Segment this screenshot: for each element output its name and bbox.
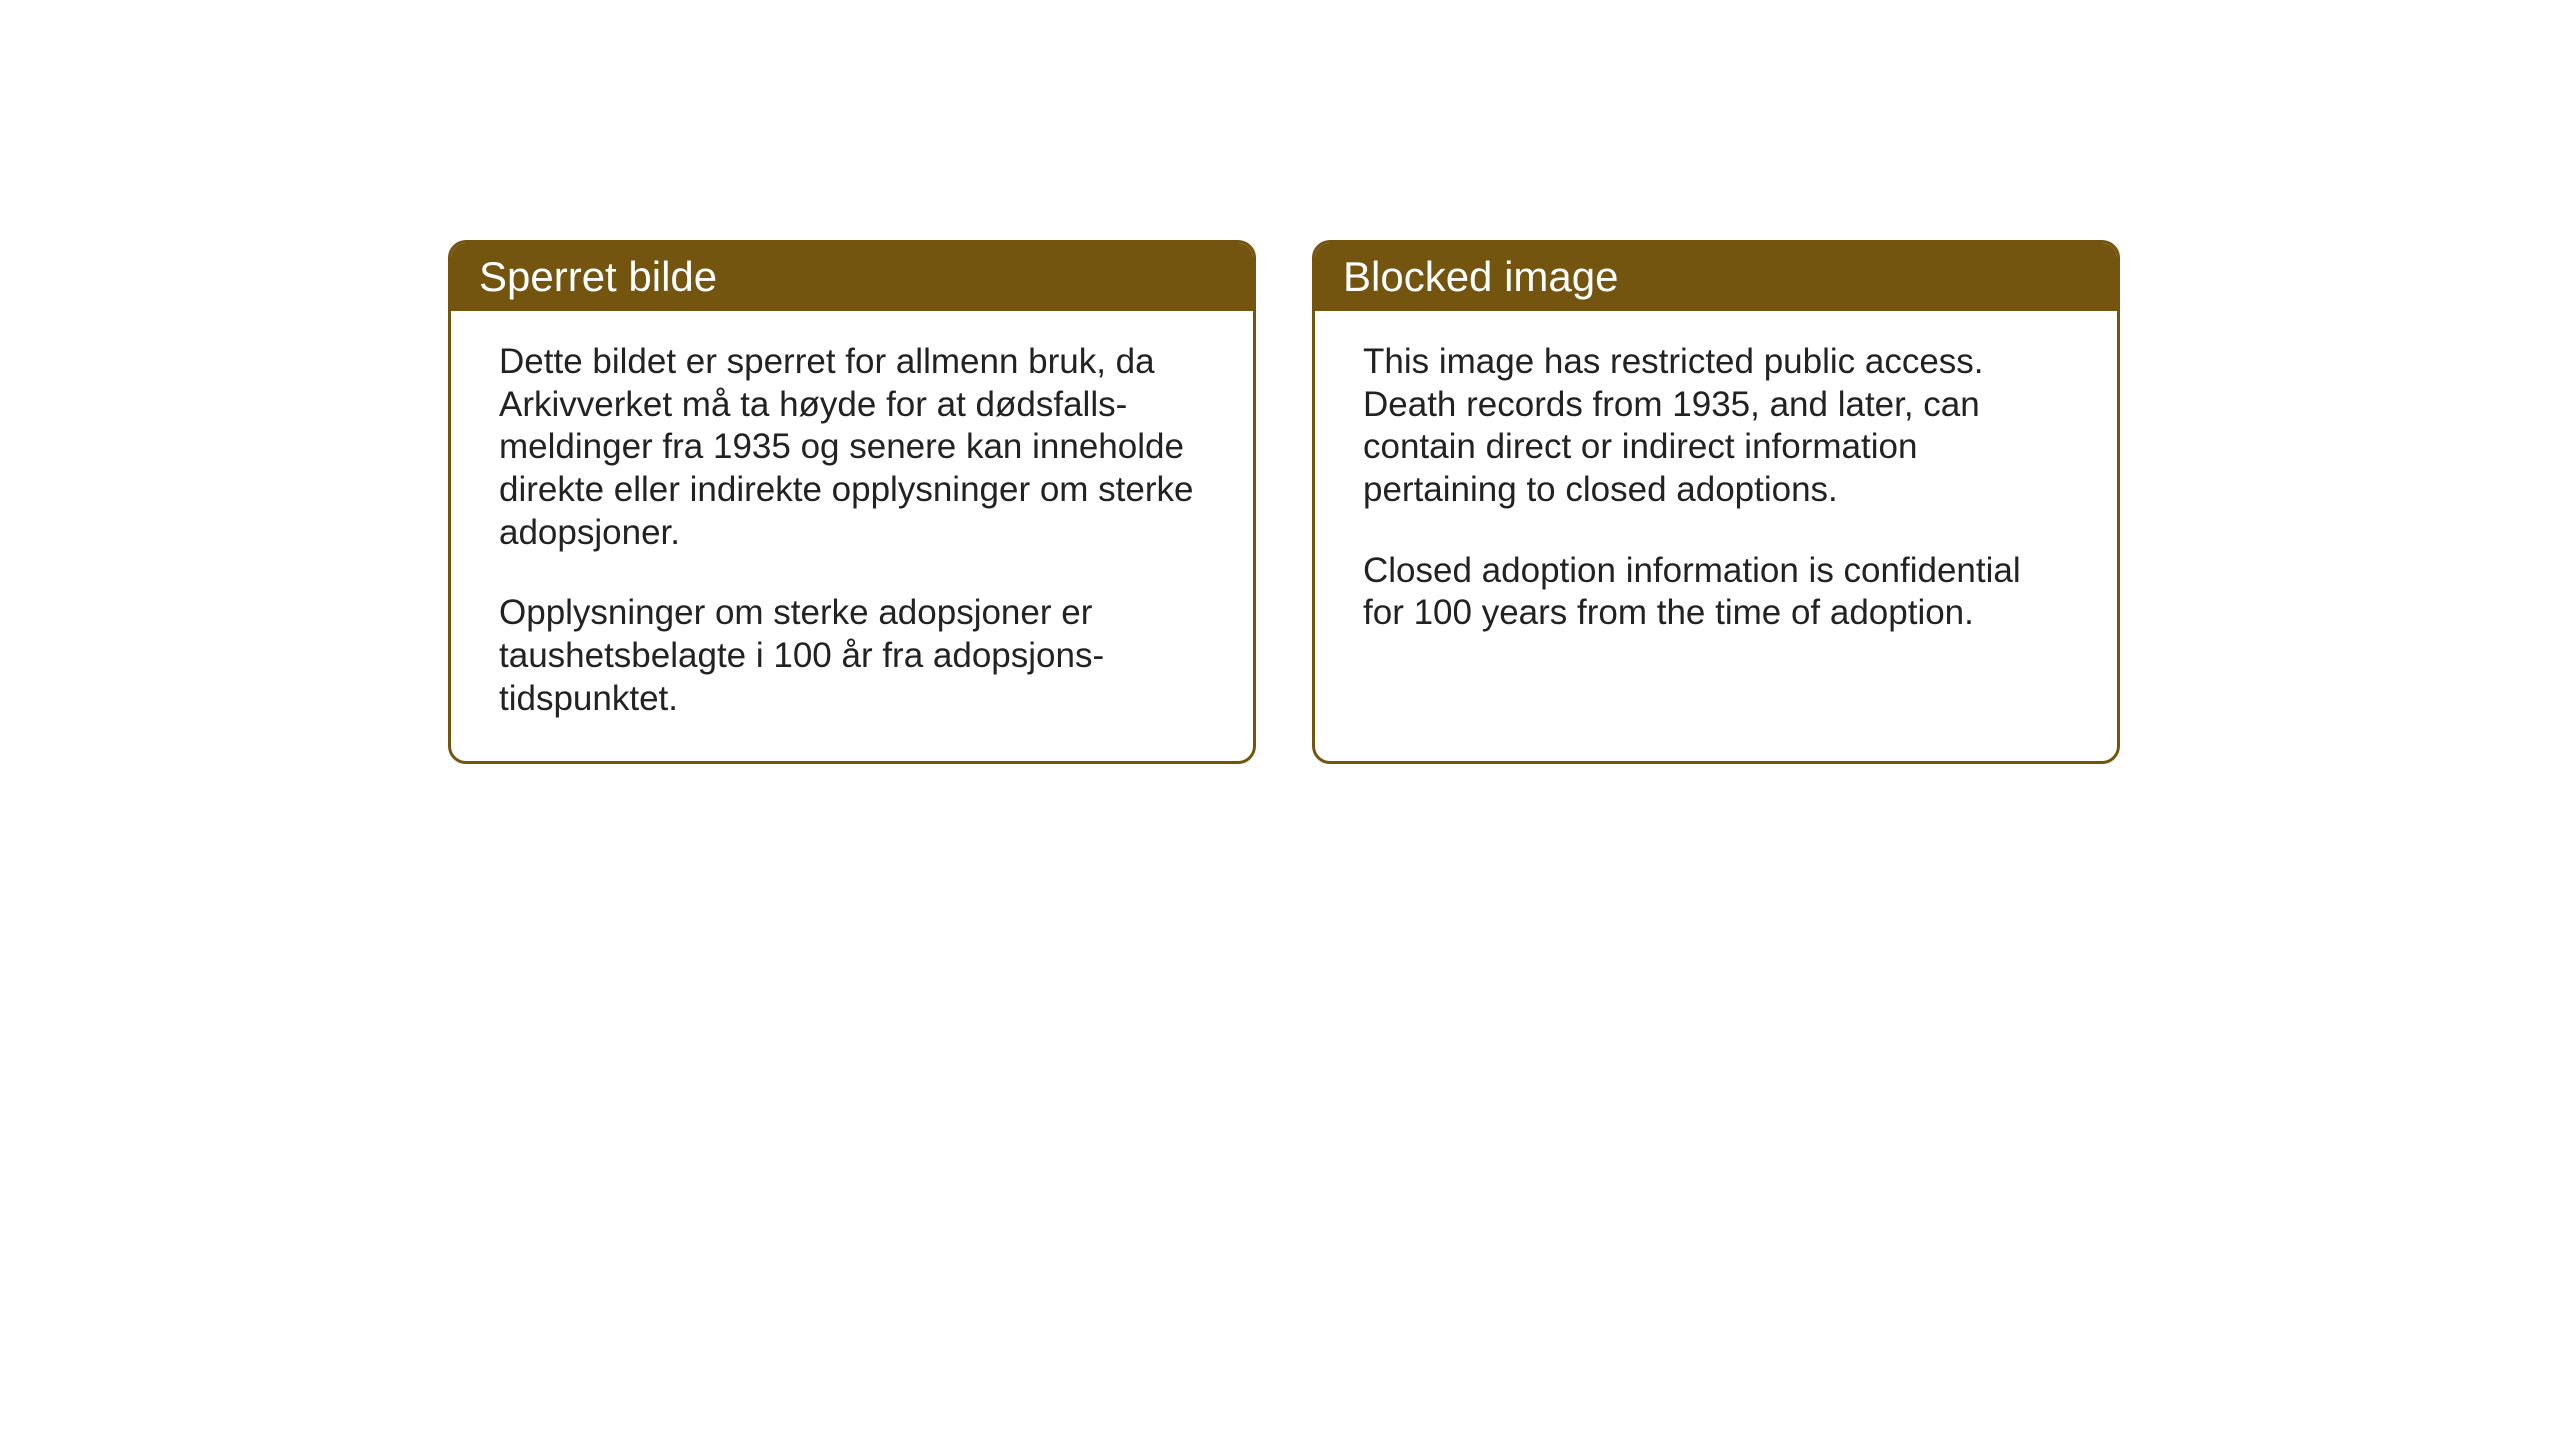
notice-cards-container: Sperret bilde Dette bildet er sperret fo… [448,240,2120,764]
english-card-title: Blocked image [1343,253,1618,300]
norwegian-paragraph-2: Opplysninger om sterke adopsjoner er tau… [499,592,1205,720]
norwegian-card-header: Sperret bilde [451,243,1253,311]
english-paragraph-1: This image has restricted public access.… [1363,341,2069,512]
english-card-header: Blocked image [1315,243,2117,311]
norwegian-card-title: Sperret bilde [479,253,717,300]
norwegian-notice-card: Sperret bilde Dette bildet er sperret fo… [448,240,1256,764]
english-paragraph-2: Closed adoption information is confident… [1363,550,2069,635]
norwegian-card-body: Dette bildet er sperret for allmenn bruk… [451,311,1253,761]
english-notice-card: Blocked image This image has restricted … [1312,240,2120,764]
norwegian-paragraph-1: Dette bildet er sperret for allmenn bruk… [499,341,1205,554]
english-card-body: This image has restricted public access.… [1315,311,2117,741]
